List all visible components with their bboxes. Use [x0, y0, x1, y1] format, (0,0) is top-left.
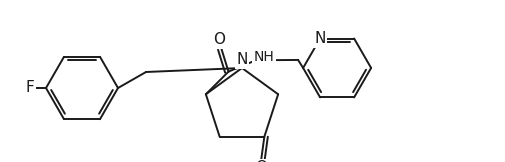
Text: N: N — [236, 52, 247, 68]
Text: N: N — [315, 31, 326, 46]
Text: NH: NH — [254, 50, 275, 64]
Text: O: O — [214, 32, 226, 47]
Text: O: O — [256, 160, 267, 162]
Text: F: F — [26, 81, 34, 96]
